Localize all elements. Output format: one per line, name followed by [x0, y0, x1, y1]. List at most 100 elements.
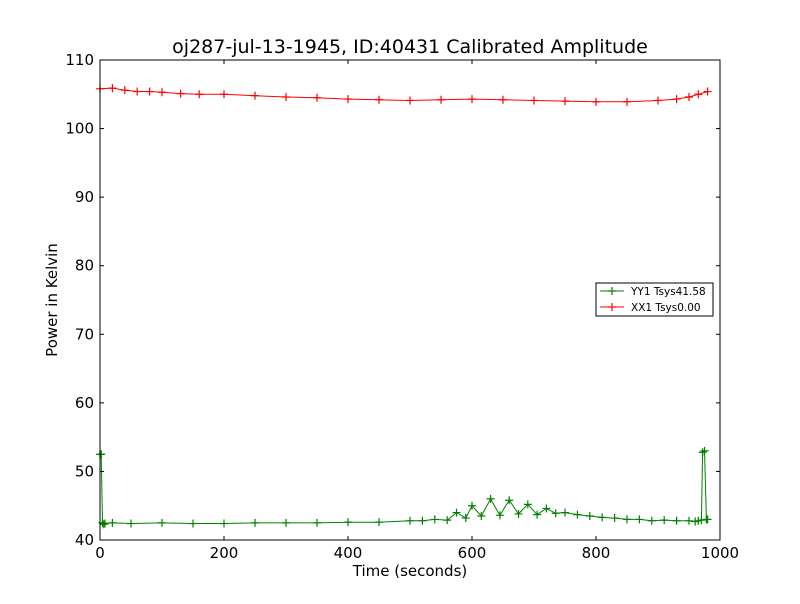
x-tick-label: 0 — [95, 544, 105, 562]
data-point-marker — [120, 86, 129, 95]
data-point-marker — [406, 516, 414, 525]
y-tick-label: 110 — [65, 51, 94, 69]
series-xx1 — [96, 84, 712, 106]
data-point-marker — [313, 518, 321, 527]
data-point-marker — [505, 496, 514, 505]
data-point-marker — [623, 97, 631, 106]
data-point-marker — [437, 95, 445, 104]
data-point-marker — [195, 90, 204, 99]
data-point-marker — [647, 516, 656, 525]
data-point-marker — [158, 88, 166, 97]
data-point-marker — [406, 96, 414, 105]
data-point-marker — [430, 515, 439, 524]
data-point-marker — [694, 90, 703, 99]
data-point-marker — [542, 504, 551, 513]
y-tick-label: 80 — [75, 257, 94, 275]
data-point-marker — [418, 516, 427, 525]
legend-label-yy1: YY1 Tsys41.58 — [630, 286, 706, 298]
data-point-marker — [585, 512, 594, 520]
data-point-marker — [592, 97, 600, 106]
y-tick-label: 60 — [75, 394, 94, 412]
data-point-marker — [108, 518, 117, 527]
y-tick-label: 70 — [75, 325, 94, 343]
data-point-marker — [499, 95, 507, 104]
plot-frame — [99, 59, 721, 541]
data-point-marker — [635, 515, 644, 524]
y-tick-label: 50 — [75, 462, 94, 480]
data-point-marker — [282, 93, 290, 102]
legend-marker — [608, 287, 616, 295]
data-point-marker — [573, 510, 582, 519]
data-point-marker — [375, 518, 383, 527]
data-point-marker — [158, 518, 166, 527]
data-point-marker — [561, 97, 569, 106]
data-point-marker — [697, 516, 706, 525]
data-point-marker — [660, 516, 669, 525]
data-point-marker — [176, 89, 185, 98]
data-point-marker — [698, 448, 707, 457]
data-point-marker — [282, 518, 290, 527]
data-point-marker — [145, 87, 154, 96]
data-point-marker — [598, 513, 607, 522]
data-point-marker — [220, 519, 228, 528]
y-tick-label: 100 — [65, 120, 94, 138]
data-point-marker — [703, 87, 712, 96]
data-point-marker — [468, 501, 476, 510]
legend-box — [595, 282, 714, 317]
data-point-marker — [477, 512, 486, 520]
x-tick-label: 200 — [210, 544, 239, 562]
data-point-marker — [127, 519, 135, 528]
data-point-marker — [610, 514, 619, 523]
data-point-marker — [220, 90, 228, 99]
data-point-marker — [530, 96, 538, 105]
chart-title: oj287-jul-13-1945, ID:40431 Calibrated A… — [172, 36, 648, 58]
data-point-marker — [514, 509, 523, 518]
data-point-marker — [133, 87, 142, 96]
data-point-marker — [672, 516, 681, 525]
data-point-marker — [108, 84, 117, 93]
data-point-marker — [375, 95, 383, 104]
data-point-marker — [672, 95, 681, 104]
x-tick-label: 600 — [458, 544, 487, 562]
data-point-marker — [561, 508, 569, 517]
data-point-marker — [251, 518, 259, 527]
y-tick-label: 90 — [75, 188, 94, 206]
data-point-marker — [452, 508, 461, 517]
data-point-marker — [468, 95, 476, 104]
data-point-marker — [523, 500, 532, 509]
data-point-marker — [486, 494, 495, 503]
data-point-marker — [623, 515, 631, 524]
data-point-marker — [533, 510, 542, 519]
series-yy1 — [96, 446, 712, 529]
data-point-marker — [495, 511, 504, 520]
y-tick-label: 40 — [75, 531, 94, 549]
data-point-marker — [443, 516, 452, 525]
legend: YY1 Tsys41.58 XX1 Tsys0.00 — [595, 282, 714, 317]
data-point-marker — [461, 514, 470, 523]
data-point-marker — [551, 509, 560, 518]
data-point-marker — [685, 93, 693, 102]
data-point-marker — [654, 96, 662, 105]
x-tick-label: 800 — [582, 544, 611, 562]
data-point-marker — [703, 515, 712, 524]
legend-label-xx1: XX1 Tsys0.00 — [631, 302, 701, 314]
data-point-marker — [700, 446, 709, 455]
data-point-marker — [313, 93, 321, 102]
legend-marker — [608, 303, 616, 311]
data-point-marker — [100, 519, 109, 528]
x-tick-label: 1000 — [701, 544, 739, 562]
data-point-marker — [685, 516, 693, 525]
ticks-layer: 0 200 400 600 800 1000 40 50 60 70 80 90 100 110 — [65, 51, 739, 562]
data-point-marker — [97, 450, 106, 459]
y-axis-label: Power in Kelvin — [43, 243, 61, 357]
data-point-marker — [344, 95, 352, 104]
data-point-marker — [99, 520, 108, 529]
x-axis-label: Time (seconds) — [352, 562, 468, 580]
data-point-marker — [344, 518, 352, 527]
x-tick-label: 400 — [334, 544, 363, 562]
data-point-marker — [251, 91, 259, 100]
data-point-marker — [189, 519, 197, 528]
series-layer — [96, 84, 712, 529]
